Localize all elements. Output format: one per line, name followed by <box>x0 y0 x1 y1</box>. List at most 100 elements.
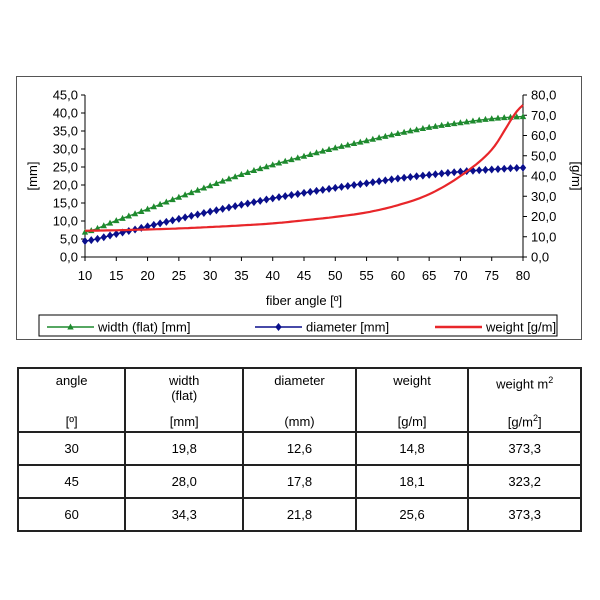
header-diameter-name: diameter <box>274 373 325 388</box>
x-tick-label: 75 <box>484 268 498 283</box>
y-left-tick-label: 5,0 <box>60 232 78 247</box>
series-1-point <box>313 186 320 195</box>
table-cell: 25,6 <box>354 497 470 532</box>
legend-label-0: width (flat) [mm] <box>97 320 190 335</box>
y-left-tick-label: 25,0 <box>53 160 78 175</box>
y-left-tick-label: 20,0 <box>53 178 78 193</box>
table-row: 45 28,0 17,8 18,1 323,2 <box>16 464 582 499</box>
series-0-point <box>350 140 358 147</box>
series-1-point <box>156 219 164 228</box>
series-0-point <box>156 200 164 207</box>
table-cell: 19,8 <box>124 431 245 466</box>
header-width-unit: [mm] <box>169 414 199 429</box>
legend-box <box>38 314 558 337</box>
series-1-point <box>325 184 333 193</box>
y-axis-right-title: [g/m] <box>569 162 583 191</box>
series-0-point <box>244 169 251 176</box>
header-width-name: width (flat) <box>169 373 200 403</box>
table-cell: 18,1 <box>354 464 470 499</box>
series-0-point <box>163 198 170 205</box>
y-left-tick-label: 10,0 <box>53 214 78 229</box>
legend-label-2: weight [g/m] <box>485 320 556 335</box>
series-1-point <box>113 229 120 238</box>
series-1-point <box>394 174 402 183</box>
series-0-point <box>332 144 339 151</box>
series-1-point <box>432 170 439 179</box>
series-1-point <box>488 165 495 174</box>
series-1-point <box>81 237 89 246</box>
y-right-tick-label: 10,0 <box>531 229 556 244</box>
series-0-point <box>463 118 470 125</box>
series-0-point <box>469 117 477 124</box>
series-0-point <box>357 138 364 145</box>
series-1-point <box>250 198 258 207</box>
series-1-point <box>338 182 345 191</box>
series-0-point <box>394 130 402 137</box>
series-1-point <box>194 210 201 219</box>
series-0-point <box>319 147 326 154</box>
series-0-point <box>219 177 226 184</box>
y-right-tick-label: 40,0 <box>531 169 556 184</box>
series-0-point <box>501 114 508 121</box>
series-1-point <box>400 173 408 182</box>
series-1-point <box>300 188 308 197</box>
series-1-point <box>200 209 208 218</box>
series-0-point <box>288 156 295 163</box>
series-0-point <box>138 207 145 214</box>
series-1-point <box>206 207 214 216</box>
series-0-point <box>425 123 433 130</box>
table-cell: 34,3 <box>124 497 245 532</box>
series-0-point <box>407 127 414 134</box>
fiber-data-table: angle [º] width (flat) [mm] diameter (mm… <box>16 367 582 532</box>
series-0-point <box>188 189 195 196</box>
series-0-point <box>438 121 445 128</box>
series-0-point <box>106 219 114 226</box>
series-1-point <box>425 170 433 179</box>
series-0-point <box>119 214 126 221</box>
series-1-point <box>282 192 289 201</box>
series-0-point <box>432 122 439 129</box>
series-1-point <box>444 168 452 177</box>
series-line-0 <box>84 115 524 233</box>
table-cell: 12,6 <box>242 431 357 466</box>
y-right-tick-label: 50,0 <box>531 148 556 163</box>
series-1-point <box>363 179 370 188</box>
series-0-point <box>400 128 408 135</box>
series-0-point <box>150 203 158 210</box>
series-0-point <box>200 184 208 191</box>
series-1-point <box>244 199 251 208</box>
header-weight-m2-unit-end: ] <box>538 414 542 429</box>
series-1-point <box>150 220 158 229</box>
x-tick-label: 20 <box>140 268 154 283</box>
series-0-point <box>369 135 377 142</box>
header-weight-m2-unit-text: [g/m <box>507 414 534 429</box>
y-right-tick-label: 30,0 <box>531 189 556 204</box>
y-left-tick-label: 15,0 <box>53 196 78 211</box>
series-1-point <box>213 206 220 215</box>
series-0-point <box>225 175 233 182</box>
header-weight-m2-name: weight m2 <box>471 373 578 391</box>
series-0-point <box>300 152 308 159</box>
header-weight: weight [g/m] <box>354 367 470 433</box>
table-cell: 45 <box>16 464 127 499</box>
x-tick-label: 70 <box>453 268 467 283</box>
series-0-point <box>94 224 101 231</box>
series-1-point <box>106 231 114 240</box>
series-0-point <box>194 186 201 193</box>
series-1-point <box>332 183 339 192</box>
x-tick-label: 40 <box>265 268 279 283</box>
table-row: 30 19,8 12,6 14,8 373,3 <box>16 431 582 466</box>
series-0-point <box>375 134 383 141</box>
y-right-tick-label: 20,0 <box>531 209 556 224</box>
x-tick-label: 25 <box>172 268 186 283</box>
header-weight-m2: weight m2 [g/m2] <box>467 367 582 433</box>
series-1-point <box>94 234 101 243</box>
series-0-point <box>113 217 120 224</box>
series-0-point <box>325 146 333 153</box>
table-cell: 373,3 <box>467 431 582 466</box>
series-0-point <box>488 115 495 122</box>
legend-marker-0 <box>67 323 74 330</box>
header-width: width (flat) [mm] <box>124 367 245 433</box>
table-cell: 30 <box>16 431 127 466</box>
series-1-point <box>163 217 170 226</box>
